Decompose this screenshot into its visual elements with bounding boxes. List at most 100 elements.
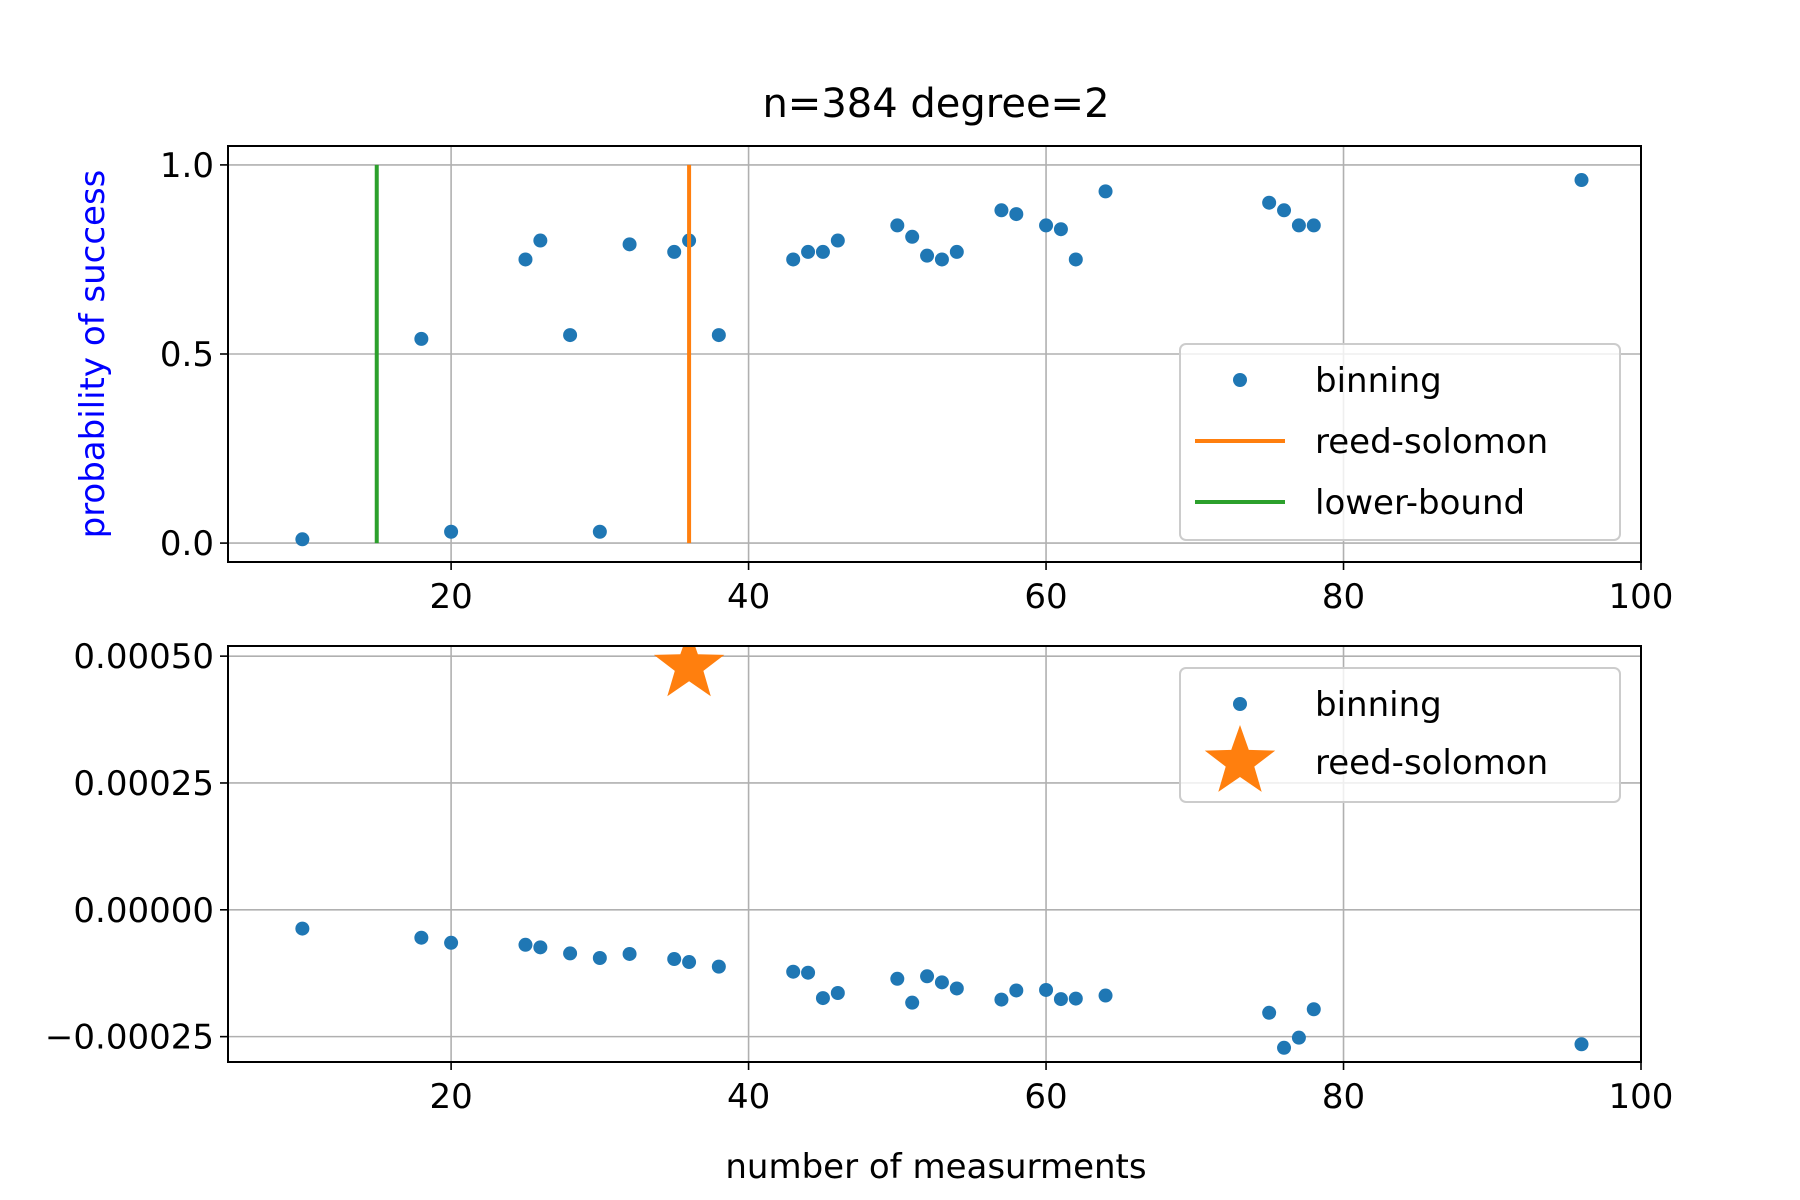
axes-frame xyxy=(227,145,1642,563)
binning-point xyxy=(801,244,816,259)
binning-point xyxy=(518,937,533,952)
binning-point xyxy=(994,203,1009,218)
binning-point xyxy=(934,975,949,990)
plot-area xyxy=(295,164,1589,547)
binning-point xyxy=(682,955,697,970)
legend-marker xyxy=(1233,697,1247,711)
y-tick-label: 0.00025 xyxy=(73,764,214,804)
binning-point xyxy=(1068,991,1083,1006)
binning-point xyxy=(994,992,1009,1007)
binning-point xyxy=(592,524,607,539)
binning-point xyxy=(890,218,905,233)
binning-point xyxy=(1098,184,1113,199)
top-axes: 20 40 60 80 100 0.0 0.5 1.0 probability of succe… xyxy=(73,145,1674,617)
x-tick-label: 40 xyxy=(727,1077,770,1117)
binning-point xyxy=(1053,222,1068,237)
binning-point xyxy=(1262,1005,1277,1020)
x-tick-label: 20 xyxy=(429,577,472,617)
bottom-axes: 20 40 60 80 100 −0.00025 0.00000 0.00025 0.00050… xyxy=(45,637,1674,1187)
x-tick-label: 20 xyxy=(429,1077,472,1117)
binning-point xyxy=(518,252,533,267)
binning-point xyxy=(1039,982,1054,997)
legend-label: reed-solomon xyxy=(1315,422,1548,462)
binning-point xyxy=(414,331,429,346)
binning-point xyxy=(949,981,964,996)
legend-box xyxy=(1179,343,1621,541)
y-tick-label: −0.00025 xyxy=(45,1018,214,1058)
legend-box xyxy=(1179,667,1621,803)
binning-point xyxy=(934,252,949,267)
binning-point xyxy=(1068,252,1083,267)
binning-point xyxy=(920,248,935,263)
y-tick-label: 0.00050 xyxy=(73,637,214,677)
binning-point xyxy=(1009,207,1024,222)
binning-point xyxy=(830,233,845,248)
binning-point xyxy=(815,244,830,259)
legend: binning reed-solomon lower-bound xyxy=(1179,343,1621,541)
y-axis-label: probability of success xyxy=(73,170,113,539)
binning-point xyxy=(622,237,637,252)
binning-point xyxy=(1291,1030,1306,1045)
binning-point xyxy=(295,532,310,547)
binning-point xyxy=(801,965,816,980)
binning-point xyxy=(711,328,726,343)
legend-label: reed-solomon xyxy=(1315,743,1548,783)
binning-point xyxy=(711,959,726,974)
binning-point xyxy=(1277,203,1292,218)
figure-title: n=384 degree=2 xyxy=(762,81,1109,127)
binning-point xyxy=(890,971,905,986)
reed-solomon-star-marker xyxy=(653,646,725,697)
binning-point xyxy=(786,964,801,979)
binning-point xyxy=(1306,218,1321,233)
binning-point xyxy=(533,940,548,955)
x-axis-label: number of measurments xyxy=(725,1147,1146,1187)
binning-point xyxy=(622,946,637,961)
legend-label: lower-bound xyxy=(1315,483,1525,523)
binning-point xyxy=(1574,1037,1589,1052)
legend-marker xyxy=(1233,373,1247,387)
binning-point xyxy=(592,951,607,965)
binning-point xyxy=(667,952,682,967)
binning-point xyxy=(563,328,578,343)
binning-point xyxy=(1277,1040,1292,1055)
x-tick-label: 100 xyxy=(1609,577,1674,617)
x-tick-label: 80 xyxy=(1322,577,1365,617)
binning-point xyxy=(1306,1002,1321,1017)
x-tick-label: 100 xyxy=(1609,1077,1674,1117)
binning-point xyxy=(563,946,578,961)
binning-point xyxy=(1574,173,1589,188)
binning-point xyxy=(667,244,682,259)
binning-point xyxy=(533,233,548,248)
y-tick-label: 0.00000 xyxy=(73,891,214,931)
plot-area xyxy=(295,646,1589,1055)
binning-point xyxy=(1053,992,1068,1007)
x-tick-label: 60 xyxy=(1024,1077,1067,1117)
x-tick-label: 80 xyxy=(1322,1077,1365,1117)
binning-point xyxy=(444,524,459,539)
axes-frame xyxy=(227,645,1642,1063)
legend-label: binning xyxy=(1315,361,1442,401)
binning-point xyxy=(905,995,920,1010)
binning-point xyxy=(786,252,801,267)
binning-point xyxy=(1098,988,1113,1003)
y-tick-label: 1.0 xyxy=(160,146,214,186)
binning-point xyxy=(1039,218,1054,233)
legend: binning reed-solomon xyxy=(1179,667,1621,803)
binning-point xyxy=(1262,195,1277,210)
binning-point xyxy=(444,935,459,950)
x-tick-label: 60 xyxy=(1024,577,1067,617)
binning-point xyxy=(1009,983,1024,998)
x-tick-label: 40 xyxy=(727,577,770,617)
binning-point xyxy=(815,991,830,1006)
binning-point xyxy=(949,244,964,259)
binning-point xyxy=(830,986,845,1001)
y-tick-label: 0.5 xyxy=(160,335,214,375)
binning-point xyxy=(905,229,920,244)
y-tick-label: 0.0 xyxy=(160,524,214,564)
binning-point xyxy=(920,969,935,984)
binning-point xyxy=(1291,218,1306,233)
legend-label: binning xyxy=(1315,685,1442,725)
binning-point xyxy=(295,921,310,936)
legend-star xyxy=(1204,725,1276,792)
